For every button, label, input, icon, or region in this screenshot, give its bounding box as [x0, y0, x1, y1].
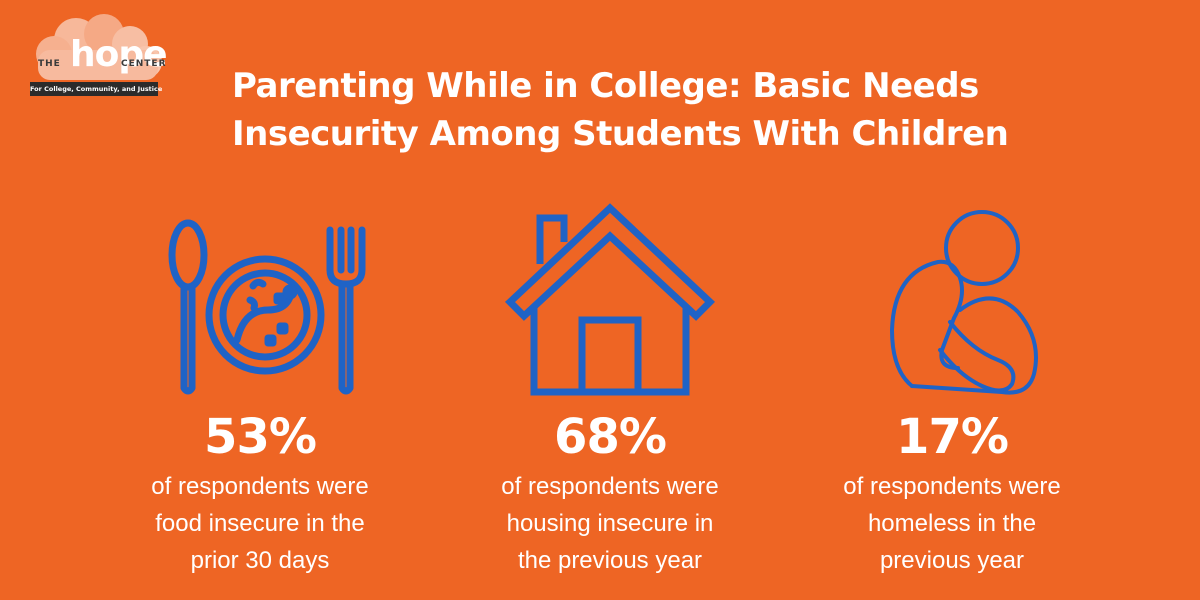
stat-description: of respondents were food insecure in the… — [100, 468, 420, 579]
stat-description-line: of respondents were — [501, 473, 719, 500]
stat-description: of respondents were housing insecure in … — [450, 468, 770, 579]
house-icon — [450, 200, 770, 410]
title-line-1: Parenting While in College: Basic Needs — [232, 66, 979, 106]
stat-card-food: 53% of respondents were food insecure in… — [100, 200, 420, 579]
logo-center-text: CENTER — [121, 59, 167, 69]
stat-description-line: of respondents were — [843, 473, 1061, 500]
logo-cloud-icon — [36, 14, 162, 80]
logo-tagline: For College, Community, and Justice — [30, 82, 162, 96]
page-title: Parenting While in College: Basic Needs … — [232, 62, 1012, 158]
logo-hope-text: hope — [70, 34, 168, 75]
plate-with-utensils-icon — [100, 200, 420, 410]
stat-description: of respondents were homeless in the prev… — [792, 468, 1112, 579]
logo-the-text: THE — [38, 59, 61, 69]
stat-description-line: previous year — [879, 547, 1025, 574]
stat-description-line: food insecure in the — [155, 510, 365, 537]
title-line-2: Insecurity Among Students With Children — [232, 114, 1009, 154]
stat-card-housing: 68% of respondents were housing insecure… — [450, 200, 770, 579]
stat-description-line: prior 30 days — [190, 547, 330, 574]
stat-description-line: of respondents were — [151, 473, 369, 500]
person-hugging-knees-icon — [792, 200, 1112, 410]
stat-description-line: the previous year — [517, 547, 703, 574]
stat-value: 68% — [554, 409, 667, 465]
stat-description-line: housing insecure in — [506, 510, 714, 537]
stat-value: 53% — [204, 409, 317, 465]
stat-card-homeless: 17% of respondents were homeless in the … — [792, 200, 1112, 579]
hope-center-logo: THE hope CENTER For College, Community, … — [18, 10, 168, 102]
stat-value: 17% — [896, 409, 1009, 465]
stat-description-line: homeless in the — [867, 510, 1037, 537]
